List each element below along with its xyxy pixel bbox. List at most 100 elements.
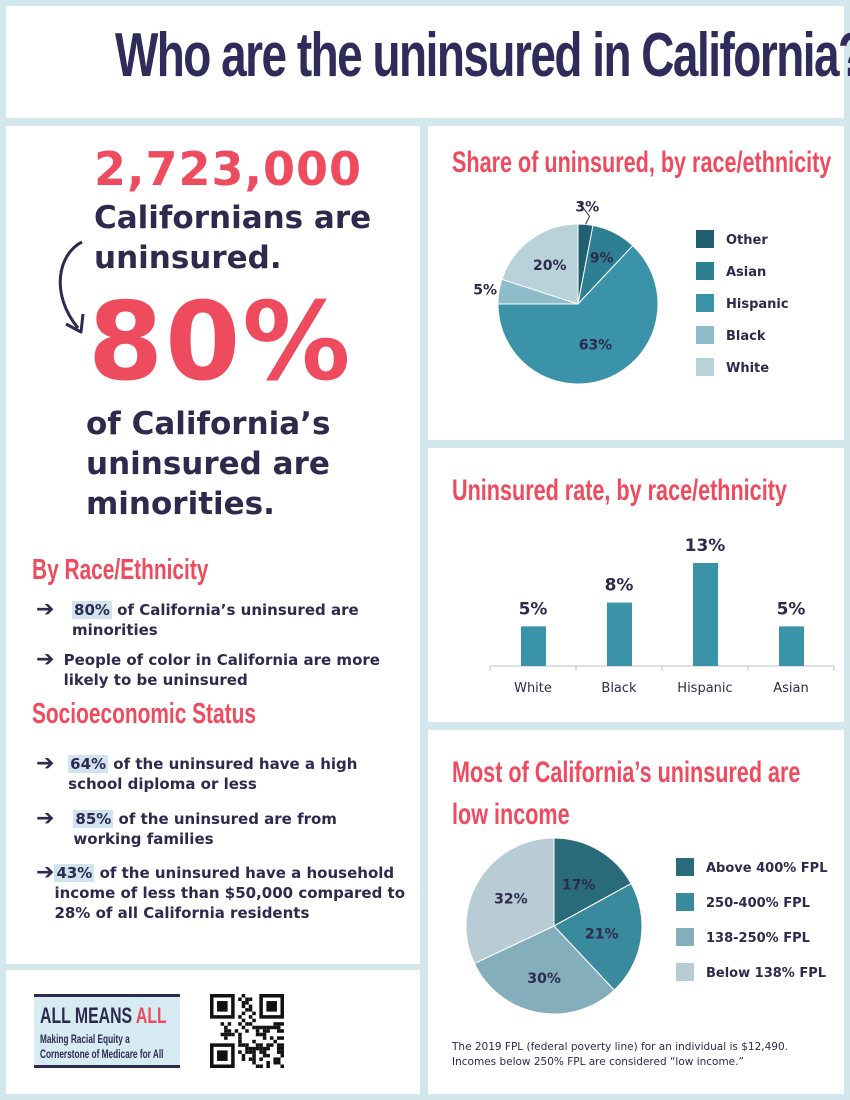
race-share-label-0: 3% bbox=[575, 199, 599, 215]
qr-module bbox=[276, 1022, 281, 1026]
qr-module bbox=[248, 1008, 253, 1012]
qr-module bbox=[276, 1036, 281, 1040]
qr-module bbox=[248, 1046, 253, 1051]
qr-module bbox=[280, 1029, 284, 1033]
socio-bullet-1: ➔ 64% of the uninsured have a high schoo… bbox=[36, 753, 406, 794]
race-share-label-4: 20% bbox=[533, 258, 567, 274]
qr-module bbox=[262, 1029, 267, 1033]
minority-percent: 80% bbox=[88, 280, 353, 405]
race-share-legend-label-4: White bbox=[726, 361, 769, 376]
income-legend-swatch-1 bbox=[676, 893, 694, 911]
qr-module bbox=[245, 997, 249, 1002]
qr-module bbox=[280, 1053, 284, 1058]
uninsured-rate-chart-panel: Uninsured rate, by race/ethnicity 5% Whit… bbox=[428, 448, 844, 722]
income-pie: 17% 21% 30% 32% Above 400% FPL 250-400% FPL 13… bbox=[465, 837, 828, 1015]
income-slice-1 bbox=[553, 882, 643, 991]
bullet-text: of the uninsured are from working famili… bbox=[73, 810, 337, 848]
qr-module bbox=[273, 1025, 277, 1030]
qr-module bbox=[252, 1057, 256, 1061]
income-label-3: 32% bbox=[494, 892, 528, 908]
qr-module bbox=[266, 1046, 270, 1051]
qr-finder-core bbox=[266, 1001, 277, 1012]
race-share-leader-line bbox=[578, 202, 591, 225]
qr-module bbox=[241, 1011, 246, 1016]
bar-1 bbox=[607, 602, 632, 666]
qr-module bbox=[238, 1050, 242, 1054]
bar-category-label-1: Black bbox=[601, 681, 637, 696]
left-panel: 2,723,000 Californians are uninsured. 80… bbox=[6, 126, 420, 964]
qr-module bbox=[259, 1025, 263, 1030]
qr-module bbox=[276, 1060, 281, 1065]
income-slice-2 bbox=[473, 925, 615, 1015]
qr-module bbox=[266, 1060, 270, 1065]
qr-module bbox=[255, 1032, 260, 1037]
qr-module bbox=[276, 1050, 281, 1054]
qr-code-icon[interactable] bbox=[210, 994, 284, 1068]
qr-module bbox=[248, 1050, 253, 1054]
qr-module bbox=[266, 1029, 270, 1033]
curved-arrow-icon bbox=[58, 240, 85, 334]
qr-module bbox=[241, 994, 246, 998]
qr-module bbox=[245, 1029, 249, 1033]
qr-module bbox=[238, 1039, 242, 1044]
qr-module bbox=[234, 1029, 239, 1033]
minority-percent-caption: of California’s uninsured are minorities… bbox=[86, 406, 331, 522]
qr-module bbox=[280, 1046, 284, 1051]
race-share-slice-2 bbox=[497, 244, 659, 385]
qr-module bbox=[241, 1043, 246, 1047]
qr-module bbox=[245, 1001, 249, 1005]
bullet-text: of California’s uninsured are minorities bbox=[72, 601, 359, 639]
qr-finder-core bbox=[217, 1001, 228, 1012]
race-share-legend-swatch-1 bbox=[696, 262, 714, 280]
bar-value-label-1: 8% bbox=[605, 576, 634, 596]
qr-module bbox=[252, 1053, 256, 1058]
qr-module bbox=[241, 1018, 246, 1023]
bar-value-label-0: 5% bbox=[519, 599, 548, 619]
bullet-highlight: 80% bbox=[72, 601, 112, 619]
qr-module bbox=[259, 1064, 263, 1068]
race-share-label-1: 9% bbox=[590, 251, 614, 267]
arrow-icon: ➔ bbox=[36, 597, 55, 622]
race-share-label-2: 63% bbox=[579, 337, 613, 353]
income-legend-label-2: 138-250% FPL bbox=[706, 931, 810, 946]
uninsured-count-caption: Californians are uninsured. bbox=[94, 200, 372, 276]
qr-module bbox=[224, 1029, 228, 1033]
socio-bullet-2: ➔ 85% of the uninsured are from working … bbox=[36, 808, 406, 849]
qr-module bbox=[266, 1043, 270, 1047]
qr-module bbox=[248, 997, 253, 1002]
bullet-highlight: 85% bbox=[73, 810, 114, 828]
race-bullet-1: ➔ 80% of California’s uninsured are mino… bbox=[36, 597, 396, 640]
bullet-highlight: 64% bbox=[68, 755, 109, 773]
qr-module bbox=[269, 1036, 274, 1040]
socio-bullet-3: ➔ 43% of the uninsured have a household … bbox=[36, 862, 406, 923]
income-label-0: 17% bbox=[562, 877, 596, 893]
qr-module bbox=[238, 1022, 242, 1026]
qr-module bbox=[276, 1025, 281, 1030]
income-chart-title: Most of California’s uninsured are low i… bbox=[452, 756, 801, 831]
race-share-chart-title: Share of uninsured, by race/ethnicity bbox=[452, 146, 832, 179]
qr-module bbox=[266, 1025, 270, 1030]
qr-module bbox=[280, 1043, 284, 1047]
qr-module bbox=[241, 1001, 246, 1005]
qr-module bbox=[252, 1050, 256, 1054]
qr-module bbox=[241, 1004, 246, 1009]
uninsured-rate-chart-title: Uninsured rate, by race/ethnicity bbox=[452, 474, 787, 507]
qr-module bbox=[262, 1036, 267, 1040]
logo-panel: ALL MEANS ALL Making Racial Equity a Cor… bbox=[6, 970, 420, 1094]
qr-module bbox=[269, 1043, 274, 1047]
qr-finder-core bbox=[217, 1050, 228, 1061]
qr-module bbox=[276, 1043, 281, 1047]
qr-module bbox=[227, 1032, 232, 1037]
qr-module bbox=[245, 1050, 249, 1054]
qr-module bbox=[238, 1036, 242, 1040]
qr-module bbox=[252, 1060, 256, 1065]
qr-module bbox=[245, 1022, 249, 1026]
uninsured-count: 2,723,000 bbox=[94, 142, 362, 196]
income-legend-swatch-0 bbox=[676, 858, 694, 876]
qr-module bbox=[280, 1050, 284, 1054]
qr-module bbox=[255, 1046, 260, 1051]
race-heading: By Race/Ethnicity bbox=[32, 554, 209, 586]
qr-module bbox=[224, 1032, 228, 1037]
logo-title-part2: ALL bbox=[135, 1003, 167, 1028]
all-means-all-logo: ALL MEANS ALL Making Racial Equity a Cor… bbox=[34, 994, 180, 1068]
